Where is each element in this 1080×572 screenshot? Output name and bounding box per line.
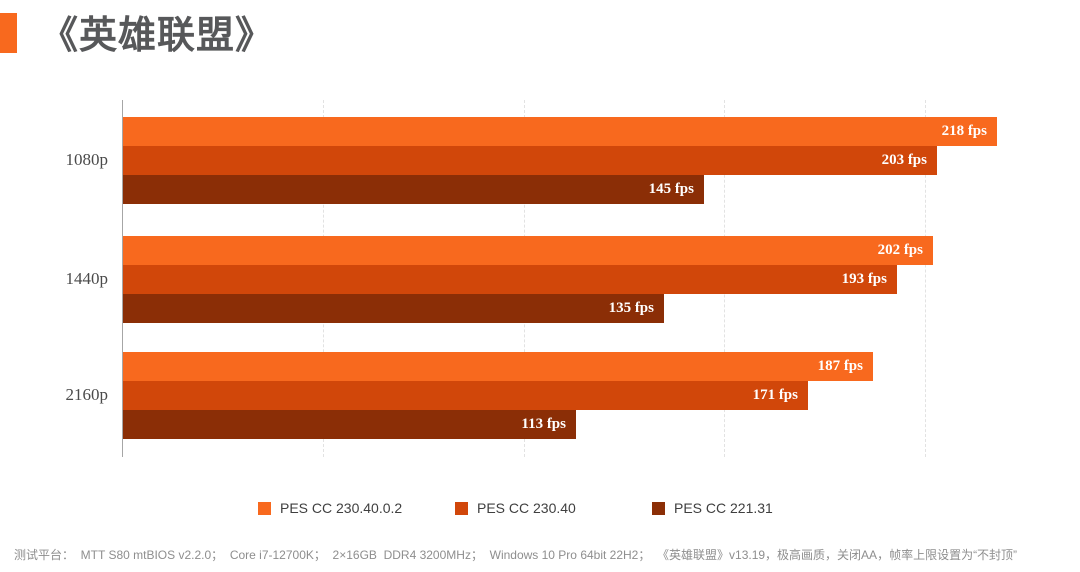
axis-category-label-2160p: 2160p: [65, 384, 109, 404]
legend-swatch-1: [258, 501, 271, 515]
bar-2160p-series-3: 113 fps: [123, 410, 576, 439]
bar-1080p-series-3: 145 fps: [123, 175, 704, 204]
axis-category-label-1440p: 1440p: [65, 268, 109, 288]
bar-2160p-series-1: 187 fps: [123, 352, 873, 381]
bar-chart: 218 fps 203 fps 145 fps 202 fps 193 fps 135 f…: [65, 100, 1055, 457]
bar-value-label: 171 fps: [752, 387, 798, 403]
bar-value-label: 135 fps: [608, 300, 654, 316]
legend-swatch-3: [652, 501, 665, 515]
page-title: 《英雄联盟》: [40, 15, 275, 57]
plot-area: 218 fps 203 fps 145 fps 202 fps 193 fps 135 f…: [122, 100, 1055, 457]
bar-1440p-series-2: 193 fps: [123, 265, 897, 294]
y-axis-line: [122, 100, 123, 457]
bar-value-label: 203 fps: [881, 152, 927, 168]
test-platform-note: 测试平台： MTT S80 mtBIOS v2.2.0； Core i7-127…: [14, 548, 1018, 562]
legend-swatch-2: [455, 501, 468, 515]
title-accent-marker: [0, 13, 17, 53]
bar-value-label: 202 fps: [877, 242, 923, 258]
bar-value-label: 187 fps: [817, 358, 863, 374]
legend-item-2: PES CC 230.40: [455, 499, 576, 517]
gridline-200: [924, 100, 926, 457]
bar-value-label: 218 fps: [941, 123, 987, 139]
chart-legend: PES CC 230.40.0.2 PES CC 230.40 PES CC 221…: [0, 499, 1080, 519]
bar-value-label: 193 fps: [841, 271, 887, 287]
legend-item-1: PES CC 230.40.0.2: [258, 499, 402, 517]
bar-value-label: 113 fps: [521, 416, 566, 432]
bar-1080p-series-1: 218 fps: [123, 117, 997, 146]
bar-2160p-series-2: 171 fps: [123, 381, 808, 410]
legend-label: PES CC 230.40: [477, 500, 576, 516]
legend-item-3: PES CC 221.31: [652, 499, 773, 517]
legend-label: PES CC 230.40.0.2: [280, 500, 403, 516]
axis-category-label-1080p: 1080p: [65, 149, 109, 169]
legend-label: PES CC 221.31: [674, 500, 773, 516]
bar-1080p-series-2: 203 fps: [123, 146, 937, 175]
bar-1440p-series-3: 135 fps: [123, 294, 664, 323]
bar-value-label: 145 fps: [648, 181, 694, 197]
bar-1440p-series-1: 202 fps: [123, 236, 933, 265]
